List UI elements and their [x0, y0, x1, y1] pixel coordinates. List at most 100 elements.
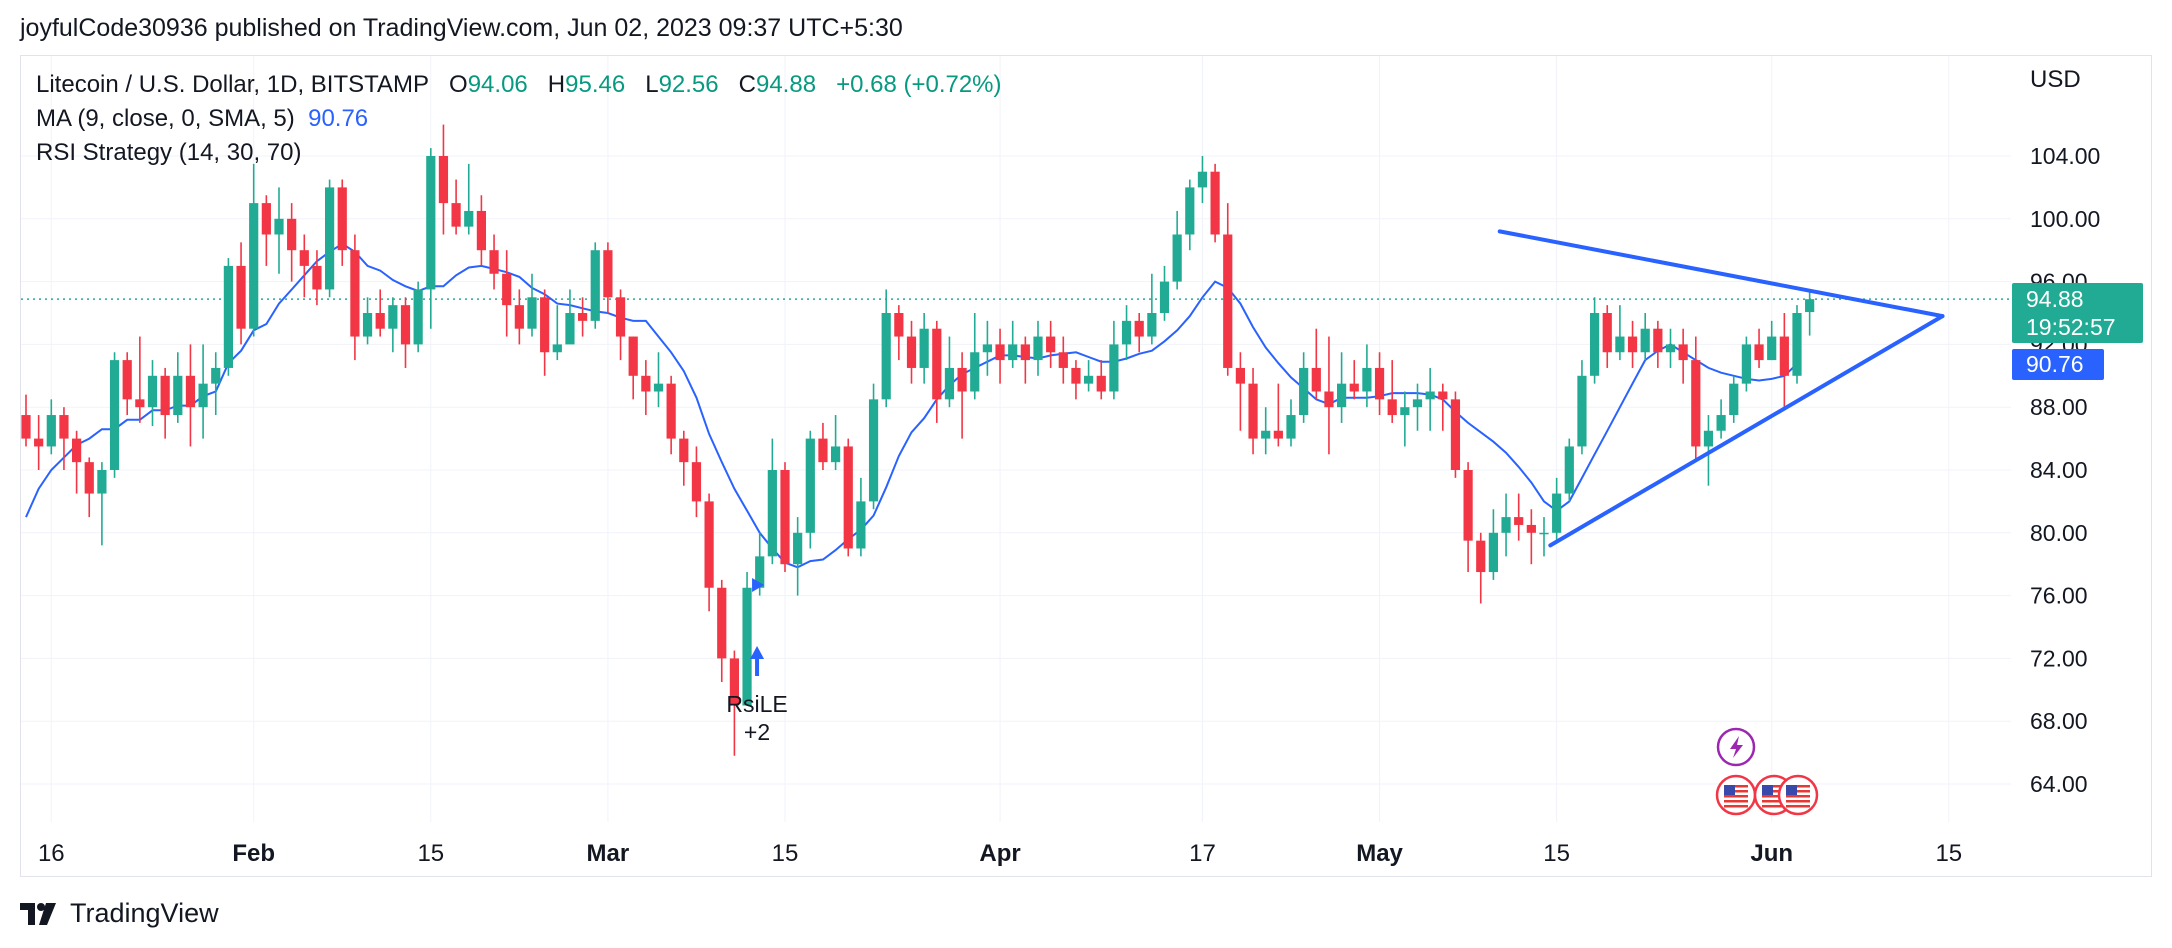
candle-body [1438, 391, 1448, 400]
candle-body [1210, 171, 1220, 235]
legend-open-label: O [449, 71, 468, 98]
candle [1273, 383, 1283, 447]
candle-body [1008, 344, 1018, 361]
candle-body [375, 313, 385, 329]
candle-body [590, 250, 600, 321]
us-flag-event-icon[interactable] [1715, 774, 1757, 816]
time-tick-label: May [1356, 840, 1403, 867]
candle-body [147, 375, 158, 408]
candle-body [1033, 336, 1043, 361]
flag-stripe [1786, 795, 1810, 798]
lightning-bolt [1730, 736, 1743, 758]
candle-body [1767, 336, 1777, 361]
legend-rsi-label[interactable]: RSI Strategy (14, 30, 70) [36, 139, 302, 166]
candle [1412, 383, 1423, 431]
candle-body [1476, 540, 1486, 573]
candle-body [1020, 344, 1030, 361]
legend-ohlc-row[interactable]: Litecoin / U.S. Dollar, 1D, BITSTAMP O94… [36, 71, 1002, 99]
currency-label[interactable]: USD [2030, 66, 2081, 93]
signal-qty: +2 [744, 719, 770, 745]
time-tick-label: Feb [232, 840, 275, 867]
candle [1197, 156, 1208, 204]
candle-body [1185, 187, 1195, 235]
candle [970, 313, 980, 400]
candle-body [350, 250, 360, 337]
candle [1210, 163, 1220, 243]
signal-arrow-icon [750, 646, 765, 676]
legend-ma-row[interactable]: MA (9, close, 0, SMA, 5) 90.76 [36, 105, 368, 133]
candle [1653, 320, 1663, 368]
candle [831, 415, 841, 470]
flag-stripe [1786, 790, 1810, 793]
candle-body [46, 415, 56, 447]
candle [995, 328, 1005, 384]
legend-close-label: C [738, 71, 756, 98]
price-tick-label: 84.00 [2030, 457, 2088, 483]
candle-body [400, 305, 411, 345]
time-tick-label: 15 [772, 840, 799, 867]
candle-body [628, 336, 638, 376]
legend-symbol[interactable]: Litecoin / U.S. Dollar, 1D, BITSTAMP [36, 71, 430, 98]
candle [451, 179, 461, 235]
candle-body [755, 556, 765, 588]
flag-stripe [1724, 785, 1748, 788]
candle-body [1691, 360, 1701, 447]
flag-stripe [1762, 805, 1786, 808]
legend-rsi-row[interactable]: RSI Strategy (14, 30, 70) [36, 139, 301, 167]
candle-body [514, 305, 524, 329]
candle-body [1261, 430, 1271, 439]
candle [1564, 438, 1574, 502]
flag-stripe [1724, 795, 1748, 798]
candle [476, 195, 486, 266]
candle [818, 422, 828, 470]
candle [1501, 493, 1511, 557]
tradingview-logo[interactable]: TradingView [20, 898, 219, 929]
candle-body [464, 210, 474, 227]
candle [1716, 399, 1726, 439]
candle-body [1286, 415, 1296, 439]
candle [1767, 320, 1777, 361]
candle-body [742, 587, 752, 706]
candle [261, 195, 271, 266]
candle-body [1590, 313, 1600, 376]
candle [540, 289, 550, 376]
candle-body [1147, 313, 1157, 337]
candle-body [1640, 328, 1650, 353]
candle [223, 258, 233, 376]
candle-body [957, 367, 967, 392]
candle [1362, 344, 1372, 408]
legend-high-value: 95.46 [565, 71, 626, 98]
candle-body [21, 415, 31, 439]
candle-body [388, 305, 398, 329]
candle-body [1539, 532, 1549, 535]
candle [919, 313, 929, 384]
price-tick-label: 64.00 [2030, 771, 2088, 797]
candle [780, 462, 790, 573]
legend-change: +0.68 (+0.72%) [836, 71, 1002, 98]
candle-body [1602, 313, 1612, 353]
legend-ma-label[interactable]: MA (9, close, 0, SMA, 5) [36, 105, 295, 132]
time-tick-label: 15 [417, 840, 444, 867]
candle-body [1805, 299, 1815, 313]
candle-body [274, 218, 284, 235]
candle-body [476, 210, 486, 251]
candle [1185, 179, 1195, 251]
lightning-event-icon[interactable] [1716, 727, 1756, 767]
candle-body [249, 203, 259, 329]
candle [362, 297, 373, 345]
us-flag-event-icon[interactable] [1777, 774, 1819, 816]
candle [717, 579, 727, 682]
candle [1109, 320, 1119, 400]
candle [1488, 509, 1498, 580]
candle-body [1425, 391, 1435, 400]
candle-body [1387, 399, 1397, 416]
candle-body [1514, 517, 1524, 525]
candle-body [160, 375, 170, 416]
time-tick-label: Jun [1750, 840, 1793, 867]
flag-stripe [1724, 790, 1748, 793]
candle [375, 289, 385, 337]
tradingview-logo-text: TradingView [70, 898, 219, 928]
last-price-badge: 94.88 19:52:57 [2012, 283, 2143, 343]
candle-body [1109, 344, 1119, 392]
